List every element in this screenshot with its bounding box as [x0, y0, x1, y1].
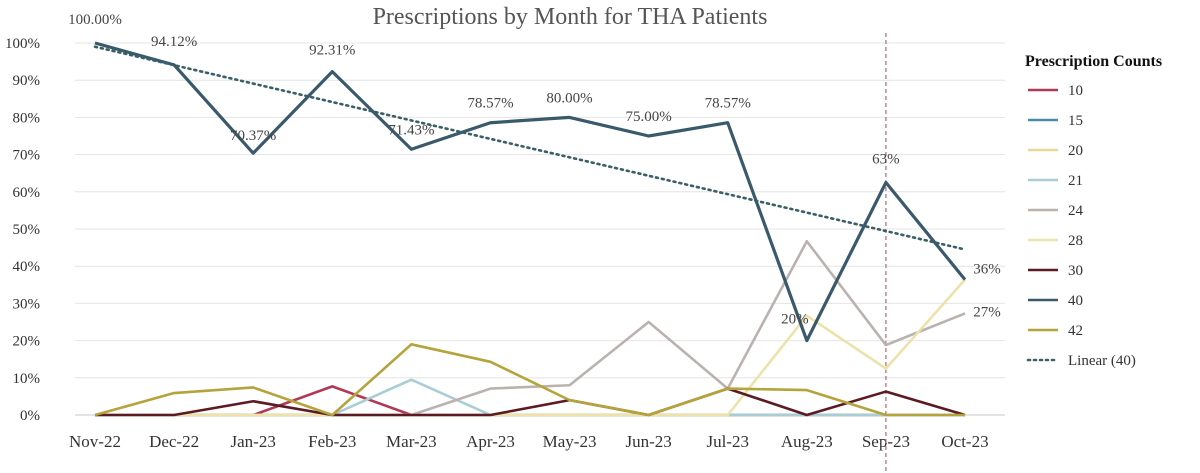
data-label: 78.57%	[467, 96, 513, 112]
legend-label: 15	[1068, 113, 1083, 129]
data-label: 75.00%	[626, 109, 672, 125]
data-label: 20%	[781, 312, 809, 328]
y-tick-label: 60%	[13, 185, 41, 201]
chart-title: Prescriptions by Month for THA Patients	[373, 4, 768, 30]
x-tick-label: Mar-23	[386, 432, 437, 451]
trendline	[93, 45, 967, 251]
legend-label: 10	[1068, 83, 1083, 99]
x-tick-label: Feb-23	[308, 432, 356, 451]
legend-title: Prescription Counts	[1025, 53, 1162, 70]
y-tick-label: 100%	[5, 36, 40, 52]
legend: Prescription Counts 10 15 20 21 24 28 30 40 42 Li…	[1025, 53, 1162, 369]
y-tick-label: 0%	[20, 408, 40, 424]
series-line-40	[94, 41, 967, 343]
x-tick-label: Jul-23	[706, 432, 749, 451]
series-line-42	[94, 343, 965, 417]
x-tick-label: Aug-23	[781, 432, 833, 451]
y-tick-label: 70%	[13, 148, 41, 164]
data-label: 100.00%	[68, 12, 122, 28]
y-tick-label: 20%	[13, 334, 41, 350]
legend-label: 40	[1068, 293, 1083, 309]
data-label: 36%	[973, 262, 1001, 278]
x-tick-label: Oct-23	[941, 432, 988, 451]
legend-label: 30	[1068, 263, 1083, 279]
data-label: 70.37%	[230, 128, 276, 144]
legend-label: 42	[1068, 323, 1083, 339]
legend-label: Linear (40)	[1068, 353, 1136, 369]
y-tick-label: 50%	[13, 222, 41, 238]
series-line-28	[95, 278, 966, 417]
y-tick-label: 80%	[13, 110, 41, 126]
legend-label: 28	[1068, 233, 1083, 249]
x-tick-label: Jan-23	[231, 432, 276, 451]
y-tick-label: 30%	[13, 296, 41, 312]
data-label: 27%	[973, 304, 1001, 320]
data-label: 80.00%	[546, 90, 592, 106]
x-tick-label: Jun-23	[625, 432, 671, 451]
data-label: 63%	[872, 152, 900, 168]
legend-label: 20	[1068, 143, 1083, 159]
data-labels: 27% 100.00% 94.12% 70.37% 92.31% 71.43% 78.57%…	[68, 12, 1001, 328]
legend-label: 21	[1068, 173, 1083, 189]
x-tick-label: Nov-22	[69, 432, 121, 451]
series-line-30	[95, 387, 966, 417]
legend-label: 24	[1068, 203, 1084, 219]
x-tick-label: Dec-22	[149, 432, 199, 451]
data-label: 92.31%	[309, 43, 355, 59]
series-line-21	[95, 378, 965, 417]
data-label: 94.12%	[151, 34, 197, 50]
data-label: 71.43%	[388, 122, 434, 138]
y-tick-label: 10%	[13, 371, 41, 387]
y-tick-label: 40%	[13, 259, 41, 275]
y-tick-label: 90%	[13, 73, 41, 89]
x-tick-label: May-23	[543, 432, 597, 451]
series-layer	[93, 33, 967, 473]
grid	[75, 42, 1005, 416]
x-tick-label: Apr-23	[466, 432, 515, 451]
data-label: 78.57%	[705, 96, 751, 112]
axis-ticks: 0% 10% 20% 30% 40% 50% 60% 70% 80% 90% 100% Nov-22 D…	[5, 36, 989, 451]
